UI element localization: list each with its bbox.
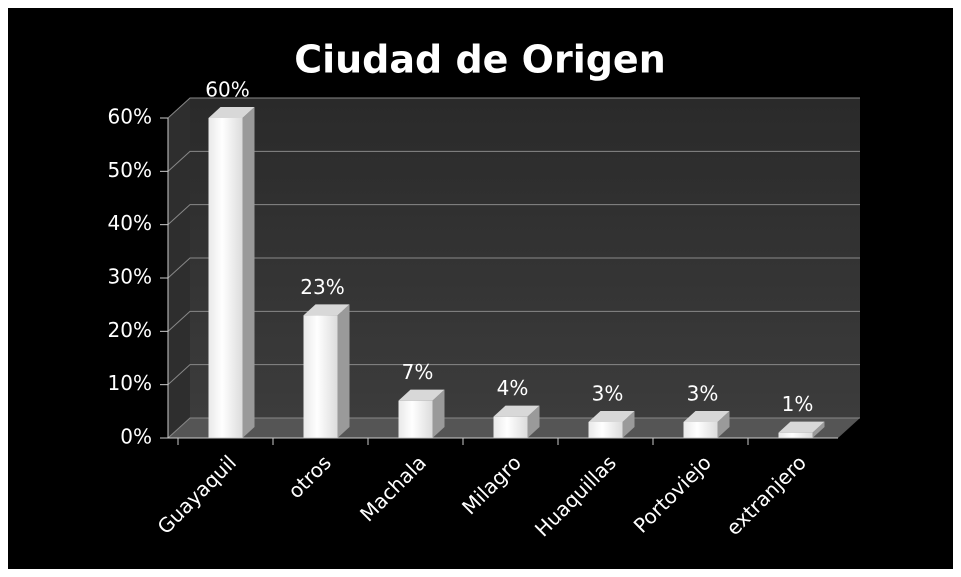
value-label: 3% <box>687 382 719 406</box>
bar-side <box>717 411 730 438</box>
y-tick-label: 0% <box>120 425 152 449</box>
bar <box>208 107 255 438</box>
y-tick-label: 60% <box>108 105 152 129</box>
bar-front <box>683 422 718 438</box>
value-label: 3% <box>592 382 624 406</box>
grid-line <box>167 97 860 119</box>
value-label: 60% <box>205 78 249 102</box>
value-label: 4% <box>497 376 529 400</box>
grid-line <box>167 150 860 172</box>
y-tick-label: 30% <box>108 265 152 289</box>
bar-front <box>208 118 243 438</box>
bar-top <box>493 405 540 417</box>
bar-side <box>337 304 350 438</box>
bar-side <box>527 405 540 438</box>
grid-line <box>167 204 860 226</box>
y-tick-label: 40% <box>108 211 152 235</box>
bars <box>208 107 825 438</box>
y-tick-label: 20% <box>108 318 152 342</box>
bar <box>493 405 540 438</box>
bar-top <box>208 107 255 118</box>
bar <box>398 389 445 438</box>
grid-line <box>167 257 860 279</box>
bar <box>303 304 350 438</box>
bar-top <box>683 411 730 422</box>
chart-title: Ciudad de Origen <box>294 38 666 82</box>
value-label: 23% <box>300 275 344 299</box>
bar <box>778 421 825 438</box>
grid-line <box>167 364 860 386</box>
value-label: 1% <box>782 392 814 416</box>
bar-side <box>812 421 825 438</box>
bar-side <box>242 107 255 438</box>
y-tick-label: 50% <box>108 158 152 182</box>
bar-top <box>398 389 445 401</box>
grid-line <box>167 417 860 439</box>
bar <box>588 411 635 438</box>
bar-side <box>622 411 635 438</box>
bar-front <box>303 315 338 438</box>
bar-side <box>432 389 445 438</box>
value-label: 7% <box>402 360 434 384</box>
bar-top <box>588 411 635 422</box>
bar-front <box>398 400 433 438</box>
bar-front <box>778 432 813 438</box>
grid <box>167 97 860 439</box>
y-tick-label: 10% <box>108 371 152 395</box>
bar-front <box>588 422 623 438</box>
bar-top <box>778 421 825 433</box>
bar-front <box>493 416 528 438</box>
grid-line <box>167 310 860 332</box>
bar <box>683 411 730 438</box>
bar-top <box>303 304 350 316</box>
